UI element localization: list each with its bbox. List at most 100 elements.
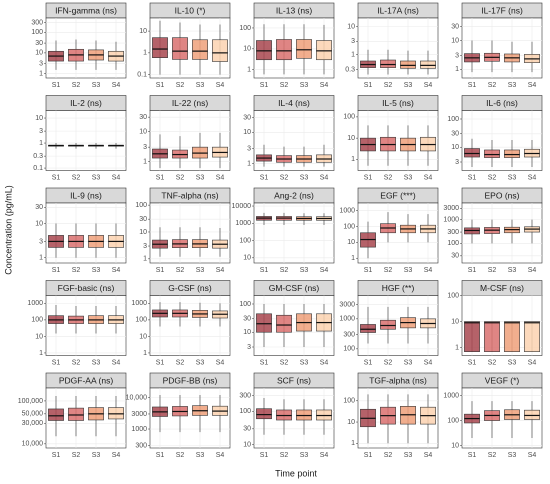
box	[256, 40, 272, 61]
x-tick-label: S2	[384, 359, 393, 366]
y-tick-label: 3	[455, 159, 459, 166]
y-tick-label: 10	[35, 220, 43, 227]
y-tick-label: 1000	[235, 220, 251, 227]
y-tick-label: 0.3	[345, 66, 355, 73]
x-tick-label: S3	[92, 267, 101, 274]
y-tick-label: 10,000	[22, 441, 44, 448]
plot-area	[461, 110, 543, 171]
box	[276, 39, 292, 61]
y-tick-label: 100	[31, 317, 43, 324]
x-tick-label: S3	[196, 174, 205, 181]
x-tick-label: S2	[280, 82, 289, 89]
x-tick-label: S1	[364, 267, 373, 274]
y-tick-label: 1	[39, 140, 43, 147]
box	[524, 321, 540, 352]
x-tick-label: S2	[280, 452, 289, 459]
plot-area	[357, 17, 439, 79]
y-tick-label: 30	[451, 24, 459, 31]
x-tick-label: S2	[72, 267, 81, 274]
panel-title: TGF-alpha (ns)	[369, 375, 427, 385]
x-tick-label: S4	[320, 174, 329, 181]
y-tick-label: 1	[39, 255, 43, 262]
panel-title: EGF (***)	[380, 190, 416, 200]
x-tick-label: S1	[468, 359, 477, 366]
box	[484, 321, 500, 352]
box	[256, 408, 272, 420]
x-tick-label: S2	[384, 82, 393, 89]
x-tick-label: S2	[384, 174, 393, 181]
y-tick-label: 100	[447, 292, 459, 299]
x-tick-label: S3	[300, 359, 309, 366]
box	[400, 60, 416, 69]
y-tick-label: 10	[243, 255, 251, 262]
box	[48, 408, 64, 421]
x-tick-label: S1	[52, 82, 61, 89]
x-tick-label: S4	[112, 452, 121, 459]
y-tick-label: 3	[39, 128, 43, 135]
x-tick-label: S4	[528, 359, 537, 366]
y-tick-label: 100	[343, 223, 355, 230]
panel-title: SCF (ns)	[277, 375, 311, 385]
box	[464, 321, 480, 352]
y-tick-label: 0.1	[137, 71, 147, 78]
x-tick-label: S4	[320, 82, 329, 89]
x-tick-label: S2	[280, 174, 289, 181]
panel-title: Ang-2 (ns)	[274, 190, 314, 200]
y-tick-label: 30	[451, 131, 459, 138]
y-tick-label: 10	[451, 37, 459, 44]
x-tick-label: S3	[508, 174, 517, 181]
x-tick-label: S1	[468, 452, 477, 459]
y-axis-title: Concentration (pg/mL)	[3, 185, 13, 275]
panel-title: IL-13 (ns)	[276, 5, 313, 15]
box	[504, 321, 520, 352]
y-tick-label: 100	[239, 408, 251, 415]
box	[68, 407, 84, 421]
plot-area	[149, 110, 231, 171]
y-tick-label: 100	[135, 317, 147, 324]
y-tick-label: 3000	[443, 205, 459, 212]
plot-area	[45, 17, 127, 79]
panel-title: PDGF-AA (ns)	[59, 375, 113, 385]
y-tick-label: 10	[347, 23, 355, 30]
x-tick-label: S3	[92, 359, 101, 366]
x-tick-label: S4	[528, 452, 537, 459]
plot-area	[45, 110, 127, 171]
panel-title: EPO (ns)	[485, 190, 520, 200]
box	[152, 37, 168, 58]
y-tick-label: 1000	[27, 300, 43, 307]
y-tick-label: 1000	[339, 316, 355, 323]
y-tick-label: 3	[39, 238, 43, 245]
y-tick-label: 1	[351, 156, 355, 163]
y-tick-label: 10	[35, 115, 43, 122]
y-tick-label: 10	[243, 46, 251, 53]
y-tick-label: 100	[135, 202, 147, 209]
y-tick-label: 100	[447, 240, 459, 247]
y-tick-label: 300	[31, 19, 43, 26]
x-tick-label: S3	[300, 267, 309, 274]
y-tick-label: 10	[243, 442, 251, 449]
x-tick-label: S1	[468, 267, 477, 274]
y-tick-label: 1	[39, 350, 43, 357]
panel-title: IL-5 (ns)	[382, 98, 414, 108]
x-tick-label: S1	[468, 82, 477, 89]
y-tick-label: 30	[35, 40, 43, 47]
x-tick-label: S3	[196, 452, 205, 459]
x-tick-label: S1	[364, 359, 373, 366]
x-tick-label: S3	[92, 174, 101, 181]
plot-area	[45, 295, 127, 356]
y-tick-label: 3	[247, 344, 251, 351]
x-tick-label: S3	[300, 82, 309, 89]
y-tick-label: 0.3	[33, 153, 43, 160]
box	[484, 149, 500, 158]
box	[360, 324, 376, 333]
y-tick-label: 10	[347, 239, 355, 246]
panel-title: IFN-gamma (ns)	[55, 5, 117, 15]
panel-title: GM-CSF (ns)	[269, 283, 320, 293]
x-tick-label: S3	[196, 267, 205, 274]
y-tick-label: 30,000	[22, 420, 44, 427]
y-tick-label: 1	[351, 52, 355, 59]
y-tick-label: 10	[139, 333, 147, 340]
box	[464, 148, 480, 158]
x-tick-label: S4	[320, 267, 329, 274]
x-tick-label: S4	[112, 267, 121, 274]
